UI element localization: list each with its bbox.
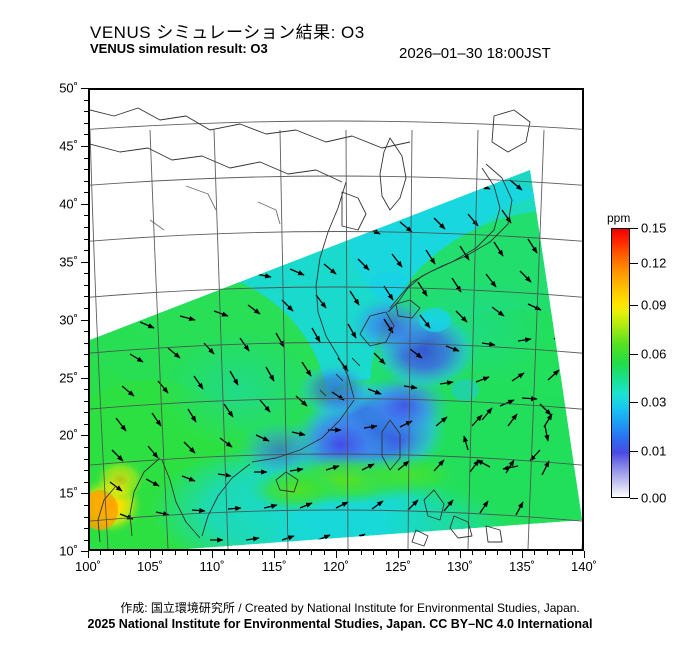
y-tick-label: 45˚ [59,138,78,154]
coastline-layer [90,107,531,547]
ozone-field-layer [90,170,582,549]
y-tick-label: 40˚ [59,196,78,212]
x-tick-label: 120˚ [322,559,350,574]
colorbar-tick-label: 0.03 [641,394,667,410]
footer-credit-line: 作成: 国立環境研究所 / Created by National Instit… [120,601,580,615]
y-tick-label: 50˚ [59,80,78,96]
colorbar-tick-label: 0.12 [641,255,667,271]
x-tick-label: 130˚ [446,559,474,574]
colorbar-unit-label: ppm [607,211,631,225]
page-title-english: VENUS simulation result: O3 [90,41,268,56]
graticule-grid [90,120,582,549]
colorbar-tick-label: 0.06 [641,346,667,361]
x-tick-label: 100˚ [74,559,102,574]
x-tick-label: 140˚ [570,559,598,574]
x-tick-label: 135˚ [508,559,536,574]
footer-license-line: 2025 National Institute for Environmenta… [87,617,593,631]
x-tick-label: 115˚ [261,559,287,574]
colorbar-tick-label: 0.00 [641,490,667,506]
y-tick-label: 25˚ [59,370,78,385]
plot-frame [88,88,584,551]
x-tick-label: 105˚ [136,559,164,574]
x-tick-label: 125˚ [384,559,412,574]
datetime-label: 2026–01–30 18:00JST [399,45,551,62]
colorbar-tick-label: 0.09 [641,297,667,313]
y-tick-label: 20˚ [59,427,78,443]
colorbar-tick-label: 0.01 [641,443,667,459]
page-title-japanese: VENUS シミュレーション結果: O3 [90,23,365,42]
colorbar-tick-label: 0.15 [641,220,667,236]
y-tick-label: 35˚ [59,254,78,270]
y-tick-label: 15˚ [59,485,78,501]
colorbar-gradient [611,228,630,498]
map-plot-area: 100˚ 105˚ 110˚ 115˚ 120˚ 125˚ 130˚ 135˚ … [59,81,597,575]
x-tick-label: 110˚ [199,559,225,574]
ozone-concentration-map [90,107,582,549]
y-tick-label: 30˚ [59,312,78,328]
y-tick-label: 10˚ [59,543,78,559]
